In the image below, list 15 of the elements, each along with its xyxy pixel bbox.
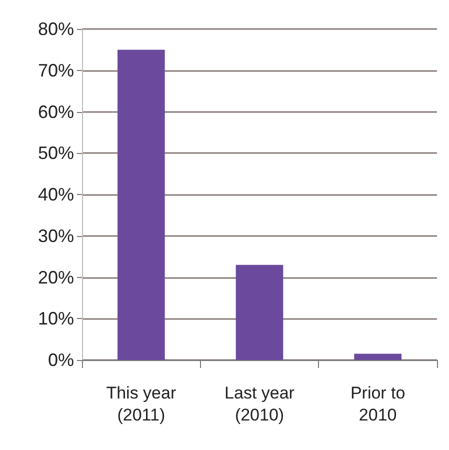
y-tick-label: 30% — [38, 226, 74, 246]
y-tick-label: 50% — [38, 143, 74, 164]
bar — [236, 264, 284, 360]
y-tick-label: 60% — [38, 102, 74, 122]
x-tick-label: Prior to 2010 — [350, 384, 406, 424]
bar — [354, 354, 402, 360]
y-tick-label: 0% — [48, 350, 74, 370]
y-tick-label: 20% — [38, 267, 74, 288]
x-tick-label: This year (2011) — [106, 384, 176, 424]
x-tick-label: Last year (2010) — [224, 384, 295, 424]
y-tick-label: 40% — [38, 184, 74, 204]
y-tick-label: 10% — [38, 308, 74, 329]
y-tick-label: 80% — [38, 19, 74, 39]
bar — [118, 50, 165, 360]
y-tick-label: 70% — [38, 60, 74, 80]
